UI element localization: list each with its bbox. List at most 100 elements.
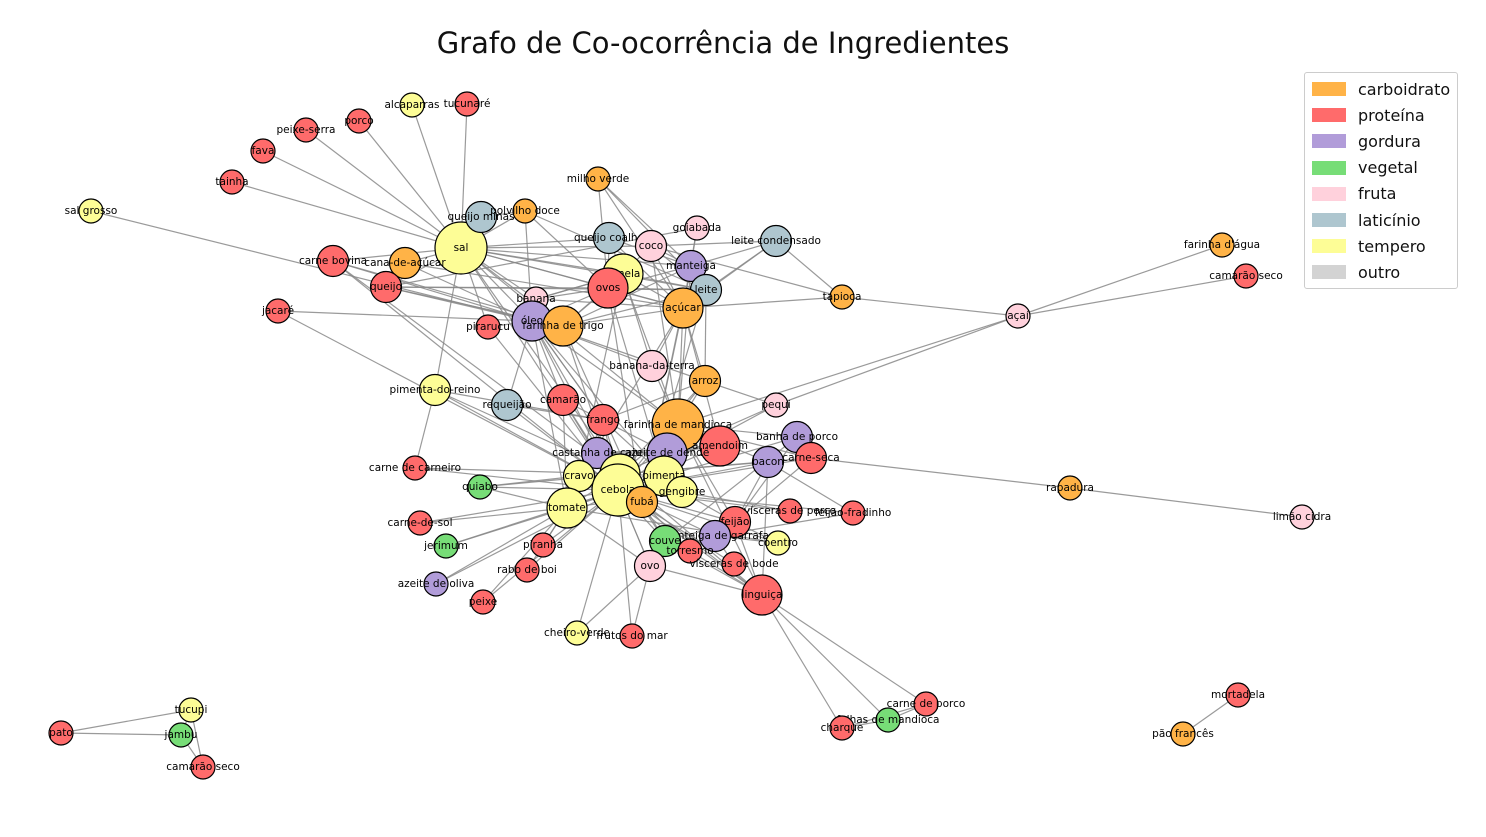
node-circle-frutos-do-mar [619,623,645,649]
node-circle-limao-cidra [1289,504,1315,530]
node-cheiro-verde: cheiro-verde [544,620,610,646]
node-label-coco: coco [639,240,663,252]
node-circle-ovo [633,549,667,583]
edge-arroz--frango [602,380,706,421]
node-label-rabo-de-boi: rabo de boi [497,564,557,576]
edge-oleo--tomate [531,320,568,509]
node-circle-mortadela [1225,682,1251,708]
node-circle-gengibre [665,475,699,509]
node-queijo-minas: queijo minas [447,200,515,234]
node-circle-acai [1005,303,1031,329]
node-label-porco: porco [344,115,373,127]
node-circle-charque [829,715,855,741]
node-alcaparras: alcaparras [384,92,440,118]
node-label-acucar: açúcar [665,302,701,314]
node-label-visceras-de-porco: vísceras de porco [744,505,836,517]
node-label-farinha-de-trigo: farinha de trigo [522,320,603,332]
legend-item-proteina: proteína [1305,102,1457,128]
node-tucunare: tucunaré [444,91,491,117]
node-acucar: açúcar [662,287,704,329]
node-label-limao-cidra: limão cidra [1273,511,1331,523]
node-folhas-de-mandioca: folhas de mandioca [837,707,940,733]
edge-sal--canela [460,247,624,275]
node-circle-tomate [546,487,588,529]
edge-cana-de-acucar--oleo [404,262,533,322]
legend-swatch-carboidrato [1312,82,1346,97]
legend-label-fruta: fruta [1358,184,1397,204]
node-circle-manteiga-de-garrafa [698,519,732,553]
node-linguica: linguiça [741,574,783,616]
node-mortadela: mortadela [1211,682,1265,708]
edge-acai--tapioca [841,296,1019,317]
node-label-milho-verde: milho verde [567,173,629,185]
node-label-folhas-de-mandioca: folhas de mandioca [837,714,940,726]
node-label-sal-grosso: sal grosso [65,205,118,217]
node-circle-pequi [763,392,789,418]
node-fava: fava [250,138,276,164]
node-label-camarao: camarão [540,394,586,406]
node-label-tucupi: tucupi [175,704,208,716]
node-circle-sal [434,221,488,275]
node-polvilho-doce: polvilho doce [490,198,560,224]
edge-cebola--carne-de-sol [419,489,619,524]
legend-label-gordura: gordura [1358,131,1421,151]
node-circle-goiabada [684,215,710,241]
node-circle-jerimum [433,533,459,559]
edge-tomate--peixe [482,507,568,603]
node-label-torresmo: torresmo [666,545,713,557]
edge-acai--farinha-dagua [1017,244,1223,317]
edge-sal--peixe-serra [305,129,462,249]
node-quiabo: quiabo [462,474,498,500]
node-feijao-fradinho: feijão-fradinho [815,500,892,526]
node-pequi: pequi [761,392,791,418]
node-gengibre: gengibre [659,475,705,509]
edge-sal--porco [358,120,462,249]
node-circle-camarao [546,383,580,417]
node-label-cebola: cebola [601,484,636,496]
edge-acai--camarao-seco-1 [1017,275,1247,317]
legend-label-laticinio: laticínio [1358,210,1421,230]
chart-title: Grafo de Co-ocorrência de Ingredientes [436,26,1010,60]
node-label-fava: fava [252,145,275,157]
node-label-bacon: bacon [752,456,784,468]
node-circle-tapioca [829,284,855,310]
legend-swatch-tempero [1312,239,1346,254]
node-queijo: queijo [369,270,403,304]
edge-milho-verde--manteiga [597,178,692,267]
node-label-oleo: óleo [521,315,543,327]
node-label-visceras-de-bode: vísceras de bode [689,558,778,570]
node-circle-coentro [765,530,791,556]
edge-farinha-de-mandioca--linguica [677,424,763,596]
node-label-banha-de-porco: banha de porco [756,431,838,443]
node-sal-grosso: sal grosso [65,198,118,224]
node-circle-leite-condensado [759,224,793,258]
legend-label-proteina: proteína [1358,105,1425,125]
node-camarao: camarão [540,383,586,417]
node-label-requeijao: requeijão [482,399,531,411]
node-circle-peixe-serra [293,117,319,143]
node-label-queijo-coalho: queijo coalho [574,232,644,244]
node-carne-de-sol: carne-de-sol [388,510,452,536]
node-label-leite-condensado: leite condensado [731,235,821,247]
node-oleo: óleo [511,300,553,342]
node-label-tucunare: tucunaré [444,98,491,110]
edge-sal--alho [460,247,621,475]
node-label-amendoim: amendoim [692,440,748,452]
legend-item-fruta: fruta [1305,181,1457,207]
node-frango: frango [586,403,620,437]
node-circle-frango [586,403,620,437]
node-circle-linguica [741,574,783,616]
node-label-alcaparras: alcaparras [384,99,439,111]
node-circle-porco [346,108,372,134]
edge-tucupi--pato [60,709,192,734]
node-circle-farinha-de-trigo [542,305,584,347]
edge-sal--fava [262,150,462,249]
node-label-pato: pato [49,727,73,739]
node-circle-feijao-fradinho [840,500,866,526]
edge-leite-condensado--coco [650,240,777,247]
node-circle-camarao-seco-2 [190,754,216,780]
node-label-feijao-fradinho: feijão-fradinho [815,507,892,519]
legend-item-gordura: gordura [1305,128,1457,154]
node-cravo: cravo [562,459,596,493]
edge-linguica--folhas-de-mandioca [761,594,889,721]
